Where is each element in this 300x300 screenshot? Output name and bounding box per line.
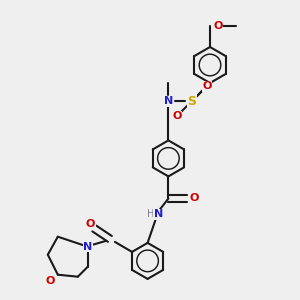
Text: O: O <box>45 276 55 286</box>
Text: O: O <box>172 111 182 121</box>
Text: N: N <box>164 96 173 106</box>
Text: O: O <box>85 220 95 230</box>
Text: O: O <box>190 194 199 203</box>
Text: H: H <box>147 209 154 219</box>
Text: N: N <box>154 209 163 219</box>
Text: N: N <box>83 242 92 252</box>
Text: O: O <box>213 21 223 31</box>
Text: O: O <box>202 81 212 91</box>
Text: S: S <box>187 95 196 108</box>
